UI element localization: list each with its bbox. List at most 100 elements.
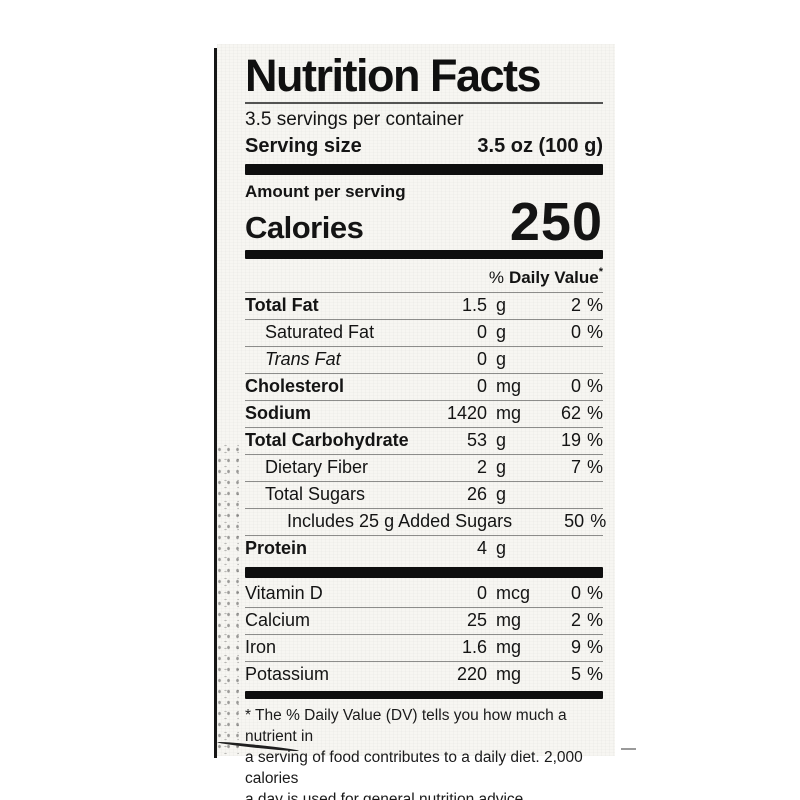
daily-value-percent-sign: % [488,267,504,287]
amount-unit: g [496,430,507,451]
serving-size-label: Serving size [245,135,362,158]
dv-number: 0 [570,322,581,343]
nutrient-name: Cholesterol [245,376,345,397]
vitamin-amount: 220 mg [419,664,539,685]
daily-value-text: Daily Value [508,267,599,287]
dv-percent-sign: % [586,582,603,603]
amount-unit: mg [496,610,522,631]
serving-size-row: Serving size 3.5 oz (100 g) [245,134,603,159]
nutrient-row-total-carbohydrate: Total Carbohydrate 53 g 19% [245,426,603,454]
amount-number: 53 [466,430,487,451]
nutrient-name: Dietary Fiber [265,457,369,478]
daily-value-footnote: * The % Daily Value (DV) tells you how m… [245,705,603,800]
amount-number: 220 [456,664,487,685]
amount-number: 0 [476,322,487,343]
nutrient-row-total-sugars: Total Sugars 26 g [245,480,603,508]
nutrient-amount: 1.5 g [419,295,539,316]
amount-unit: g [496,295,507,316]
section-divider-thick [245,690,603,699]
dv-percent-sign: % [586,376,603,397]
amount-unit: mg [496,376,522,397]
vitamin-name: Calcium [245,610,311,631]
vitamin-row-vitamin-d: Vitamin D 0 mcg 0% [245,580,603,607]
vitamin-dv: 2% [539,610,603,631]
dv-number: 50 [564,511,585,532]
amount-unit: mg [496,403,522,424]
amount-unit: g [496,538,507,559]
dv-number: 7 [570,457,581,478]
nutrient-name: Total Sugars [265,484,366,505]
nutrient-amount: 0 mg [419,376,539,397]
section-divider-thick [245,566,603,578]
vitamin-name: Vitamin D [245,582,323,603]
dv-number: 2 [570,295,581,316]
amount-number: 0 [476,582,487,603]
section-divider-thick [245,164,603,176]
label-title: Nutrition Facts [245,52,603,105]
footnote-line: a day is used for general nutrition advi… [245,790,528,800]
daily-value-asterisk: * [598,265,603,278]
dv-percent-sign: % [586,322,603,343]
nutrient-name: Includes 25 g Added Sugars [287,511,513,532]
amount-unit: g [496,322,507,343]
vitamin-name: Iron [245,637,277,658]
daily-value-header: % Daily Value * [245,265,603,292]
dv-percent-sign: % [590,511,607,532]
nutrient-dv: 7% [539,457,603,478]
nutrient-dv: 0% [539,376,603,397]
amount-number: 1.6 [461,637,487,658]
amount-per-serving-label: Amount per serving [245,182,406,202]
dv-number: 9 [570,637,581,658]
nutrient-name: Total Carbohydrate [245,430,409,451]
amount-unit: g [496,349,507,370]
vitamin-amount: 25 mg [419,610,539,631]
section-divider-thick [245,249,603,259]
calories-value: 250 [509,192,603,253]
amount-unit: mg [496,664,522,685]
nutrient-dv: 19% [539,430,603,451]
dv-percent-sign: % [586,664,603,685]
amount-number: 4 [476,538,487,559]
nutrient-name: Saturated Fat [265,322,375,343]
dv-number: 0 [570,376,581,397]
nutrient-dv: 62% [539,403,603,424]
nutrient-name: Trans Fat [265,349,341,370]
vitamin-name: Potassium [245,664,330,685]
calories-row: Calories 250 [245,192,603,253]
dv-number: 0 [570,582,581,603]
servings-per-container: 3.5 servings per container [245,109,464,131]
amount-number: 26 [466,484,487,505]
vitamin-dv: 0% [539,583,603,604]
dv-percent-sign: % [586,403,603,424]
amount-number: 2 [476,457,487,478]
nutrient-row-added-sugars: Includes 25 g Added Sugars 50% [245,507,607,535]
vitamin-row-potassium: Potassium 220 mg 5% [245,660,603,688]
nutrient-dv: 2% [539,295,603,316]
footnote-line: * The % Daily Value (DV) tells you how m… [245,706,567,745]
amount-number: 25 [466,610,487,631]
nutrient-name: Total Fat [245,295,319,316]
nutrient-row-sodium: Sodium 1420 mg 62% [245,399,603,427]
dv-percent-sign: % [586,637,603,658]
dv-percent-sign: % [586,610,603,631]
dv-number: 19 [560,430,581,451]
amount-unit: mg [496,637,522,658]
amount-number: 0 [476,376,487,397]
nutrient-amount: 26 g [419,484,539,505]
package-edge-line [214,48,217,758]
dv-percent-sign: % [586,295,603,316]
dv-number: 5 [570,664,581,685]
vitamin-row-calcium: Calcium 25 mg 2% [245,606,603,634]
serving-size-value: 3.5 oz (100 g) [477,135,603,158]
dv-number: 2 [570,610,581,631]
nutrient-amount: 53 g [419,430,539,451]
amount-unit: g [496,484,507,505]
amount-number: 1.5 [461,295,487,316]
